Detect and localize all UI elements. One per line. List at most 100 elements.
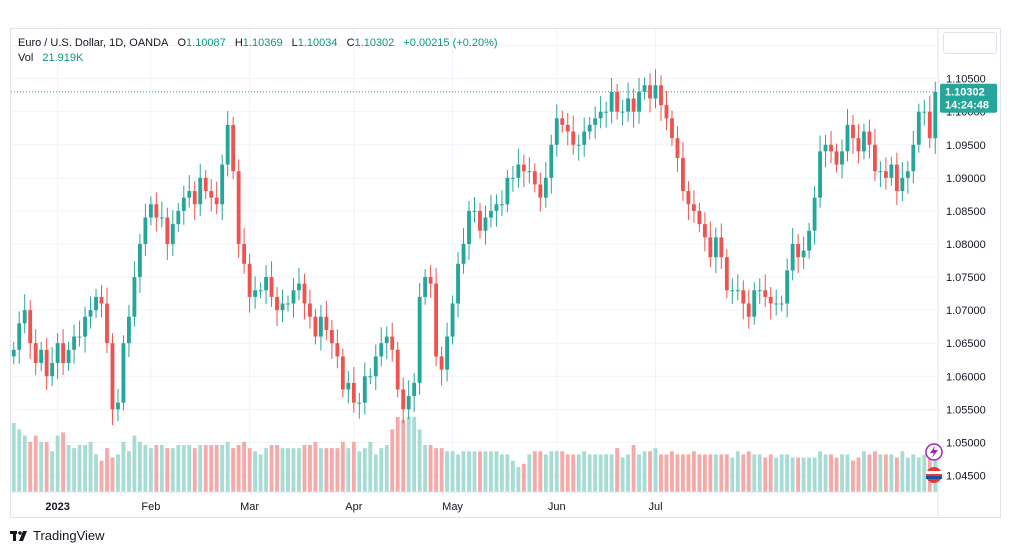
candle-body [675,138,680,158]
volume-bar [313,441,318,492]
x-tick-label: Jul [648,501,662,513]
volume-bar [483,451,488,492]
candle-body [554,118,559,145]
lightning-icon[interactable] [925,443,943,461]
candle-body [346,382,351,390]
candle-body [664,105,669,119]
candle-body [154,204,159,218]
candle-body [593,118,598,125]
volume-bar [302,445,307,492]
candle-body [494,204,499,211]
volume-bar [598,454,603,492]
volume-bar [538,451,543,492]
candle-body [423,277,428,297]
low-value: 1.10034 [297,37,338,49]
volume-bar [878,454,883,492]
volume-bar [203,445,208,492]
volume-bar [450,451,455,492]
volume-bar [143,445,148,492]
volume-bar [324,448,329,492]
candle-body [686,191,691,205]
candle-body [763,290,768,297]
candle-body [33,343,38,364]
candle-body [17,323,22,350]
volume-bar [110,457,115,492]
candle-body [911,144,916,172]
volume-bar [686,454,691,492]
symbol-label[interactable]: Euro / U.S. Dollar, 1D, OANDA [18,37,169,49]
candle-body [807,230,812,251]
candle-body [571,131,576,145]
legend: Euro / U.S. Dollar, 1D, OANDA O1.10087 H… [18,36,500,66]
candle-body [549,144,554,178]
candle-body [66,349,71,364]
candle-body [505,177,510,205]
candle-body [604,111,609,113]
volume-bar [845,454,850,492]
volume-bar [105,448,109,492]
close-value: 1.10302 [354,37,395,49]
candle-body [900,177,905,192]
volume-bar [527,454,532,492]
volume-bar [384,445,389,492]
candle-body [796,243,801,258]
volume-bar [340,441,345,492]
candle-body [702,224,707,238]
volume-bar [862,451,866,492]
candle-body [851,124,855,139]
candle-body [713,237,718,258]
volume-bar [329,448,334,492]
volume-bar [571,454,576,492]
close-label: C [346,37,355,49]
volume-bar [275,445,279,492]
volume-bar [170,448,175,492]
candle-body [516,164,521,178]
volume-bar [247,448,252,492]
candle-body [329,329,334,344]
candle-body [88,310,93,317]
candle-body [121,343,126,403]
candle-body [450,303,455,337]
volume-bar [121,441,126,492]
volume-bar [631,445,636,492]
volume-bar [719,454,724,492]
candle-body [905,171,910,178]
volume-bar [220,445,225,492]
candle-body [253,290,258,297]
candle-body [500,204,504,206]
x-tick-label: Jun [548,501,566,513]
volume-bar [478,451,482,492]
volume-bar [510,460,515,492]
volume-bar [670,451,674,492]
volume-bar [132,435,137,492]
axes: 1.110001.105001.100001.095001.090001.085… [11,29,986,518]
candle-body [445,336,449,370]
tradingview-brand[interactable]: TradingView [10,528,105,543]
badge-countdown: 14:24:48 [945,100,989,112]
volume-bar [724,454,729,492]
volume-bar [560,451,565,492]
scale-settings-box[interactable] [943,32,997,54]
candle-body [867,131,872,145]
volume-label: Vol [18,52,34,64]
candle-body [401,389,406,410]
candle-body [50,363,55,377]
volume-bar [774,457,779,492]
volume-bar [675,454,680,492]
flag-icon[interactable] [926,467,942,483]
change-value: +0.00215 (+0.20%) [403,37,498,49]
y-tick-label: 1.06000 [946,371,986,383]
volume-bar [395,416,400,492]
volume-bar [286,448,290,492]
volume-bar [587,454,592,492]
volume-bar [39,441,44,492]
open-label: O [177,37,187,49]
candle-body [834,151,839,165]
x-tick-label: Mar [240,501,259,513]
volume-bar [785,454,790,492]
candle-body [642,85,647,92]
candle-body [637,91,641,112]
volume-bar [911,454,916,492]
volume-bar [428,445,433,492]
